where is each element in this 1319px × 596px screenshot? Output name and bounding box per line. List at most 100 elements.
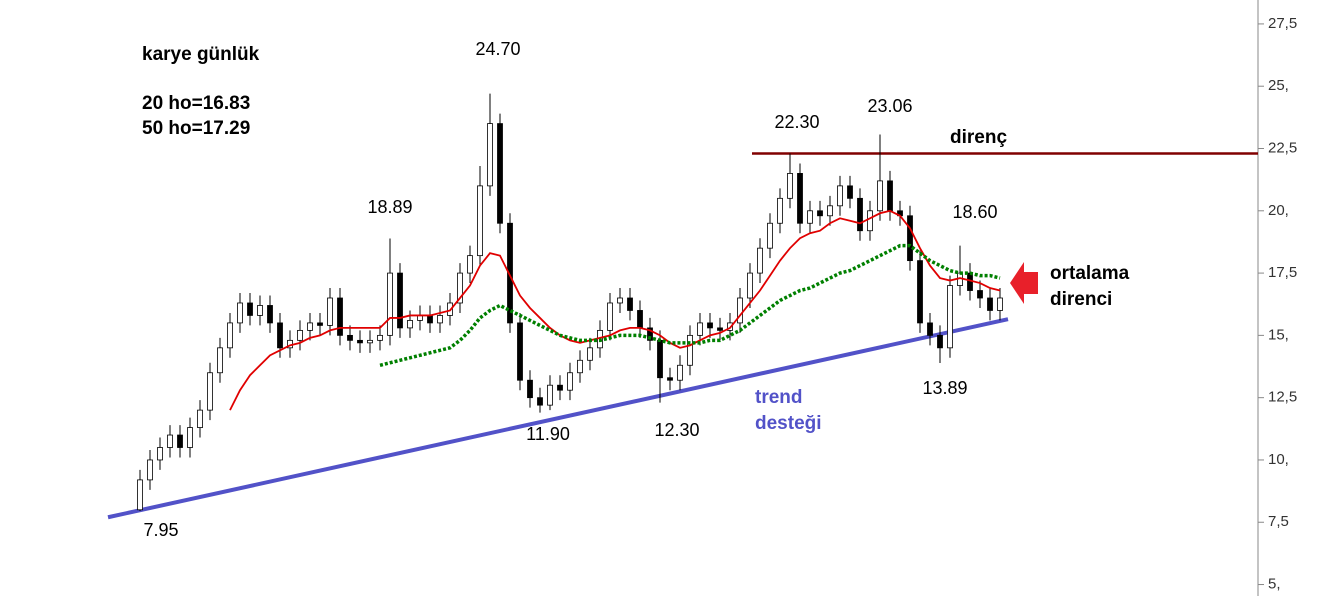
candle-body bbox=[397, 272, 403, 329]
y-tick-label: 15, bbox=[1268, 326, 1289, 343]
candle-body bbox=[827, 205, 833, 217]
price-label: 12.30 bbox=[654, 420, 699, 440]
candle-body bbox=[467, 255, 473, 274]
candle-body bbox=[787, 173, 793, 199]
candle-body bbox=[877, 180, 883, 212]
price-label: 11.90 bbox=[526, 424, 570, 444]
candle-body bbox=[707, 322, 713, 329]
candle-body bbox=[407, 320, 413, 329]
candle-body bbox=[987, 297, 993, 311]
annotation-line bbox=[107, 317, 1009, 520]
y-tick-label: 27,5 bbox=[1268, 15, 1297, 32]
candle-body bbox=[297, 329, 303, 341]
candle-body bbox=[677, 364, 683, 381]
candle-body bbox=[657, 339, 663, 379]
y-tick-label: 12,5 bbox=[1268, 389, 1297, 406]
candle-body bbox=[837, 185, 843, 207]
candle-body bbox=[147, 459, 153, 481]
candle-body bbox=[157, 447, 163, 461]
candle-body bbox=[747, 272, 753, 299]
candle-body bbox=[667, 377, 673, 381]
y-tick-label: 7,5 bbox=[1268, 513, 1289, 530]
candle-body bbox=[477, 185, 483, 257]
candle-body bbox=[547, 384, 553, 406]
y-tick-label: 17,5 bbox=[1268, 264, 1297, 281]
candle-body bbox=[907, 215, 913, 262]
candle-body bbox=[367, 339, 373, 344]
candle-body bbox=[807, 210, 813, 224]
note: direnci bbox=[1050, 289, 1112, 310]
price-label: 24.70 bbox=[475, 39, 520, 59]
candle-body bbox=[347, 334, 353, 341]
candle-body bbox=[927, 322, 933, 336]
candle-body bbox=[607, 302, 613, 331]
candle-body bbox=[817, 210, 823, 217]
candle-body bbox=[737, 297, 743, 324]
price-label: 13.89 bbox=[922, 378, 967, 398]
candle-body bbox=[487, 123, 493, 187]
candle-body bbox=[237, 302, 243, 324]
candle-body bbox=[357, 339, 363, 344]
candle-body bbox=[947, 285, 953, 349]
candle-body bbox=[507, 222, 513, 324]
candle-body bbox=[537, 397, 543, 406]
price-label: 23.06 bbox=[867, 96, 912, 116]
candle-body bbox=[227, 322, 233, 349]
candle-body bbox=[647, 327, 653, 341]
candle-body bbox=[307, 322, 313, 331]
line-label: direnç bbox=[950, 127, 1007, 148]
y-tick-label: 22,5 bbox=[1268, 139, 1297, 156]
price-label: 22.30 bbox=[774, 112, 819, 132]
candle-body bbox=[687, 334, 693, 366]
candle-body bbox=[317, 322, 323, 326]
candle-body bbox=[697, 322, 703, 336]
candle-body bbox=[167, 434, 173, 448]
note: ortalama bbox=[1050, 263, 1130, 284]
moving-average bbox=[229, 209, 1001, 411]
y-tick-label: 20, bbox=[1268, 202, 1289, 219]
price-label: 18.60 bbox=[952, 202, 997, 222]
candle-body bbox=[717, 327, 723, 331]
y-tick-label: 5, bbox=[1268, 576, 1281, 593]
candle-body bbox=[437, 315, 443, 324]
candle-body bbox=[847, 185, 853, 199]
candle-body bbox=[887, 180, 893, 212]
candle-body bbox=[797, 173, 803, 224]
candle-body bbox=[337, 297, 343, 336]
price-label: 18.89 bbox=[367, 197, 412, 217]
candle-body bbox=[857, 197, 863, 232]
moving-average bbox=[379, 243, 1001, 367]
candle-body bbox=[637, 310, 643, 329]
candle-body bbox=[257, 305, 263, 316]
candle-body bbox=[137, 479, 143, 511]
price-label: 7.95 bbox=[143, 520, 178, 540]
candle-body bbox=[377, 334, 383, 341]
candle-body bbox=[497, 123, 503, 224]
candle-body bbox=[977, 290, 983, 299]
arrow bbox=[1010, 262, 1038, 304]
candle-body bbox=[567, 372, 573, 391]
candle-body bbox=[207, 372, 213, 411]
candle-body bbox=[427, 315, 433, 324]
candle-body bbox=[757, 247, 763, 274]
candle-body bbox=[197, 409, 203, 428]
y-tick-label: 10, bbox=[1268, 451, 1289, 468]
candle-body bbox=[997, 297, 1003, 311]
candle-body bbox=[327, 297, 333, 326]
candle-body bbox=[867, 210, 873, 232]
candle-body bbox=[767, 222, 773, 249]
line-label: trend bbox=[755, 387, 803, 408]
ma-label: 20 ho=16.83 bbox=[142, 93, 250, 114]
candle-body bbox=[457, 272, 463, 304]
candle-body bbox=[587, 347, 593, 361]
candle-body bbox=[627, 297, 633, 311]
candle-body bbox=[557, 384, 563, 391]
candle-body bbox=[517, 322, 523, 381]
candle-body bbox=[217, 347, 223, 374]
candle-body bbox=[247, 302, 253, 316]
chart-title: karye günlük bbox=[142, 44, 260, 65]
candle-body bbox=[617, 297, 623, 304]
candle-body bbox=[577, 359, 583, 374]
candle-body bbox=[777, 197, 783, 224]
